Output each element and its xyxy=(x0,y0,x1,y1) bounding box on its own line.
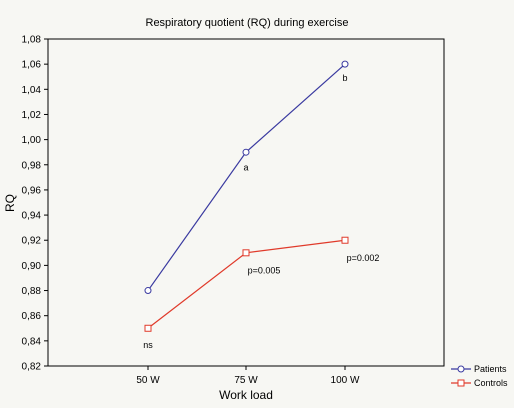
series-markers xyxy=(144,60,349,332)
data-point-controls xyxy=(341,236,349,244)
legend-label: Patients xyxy=(474,364,507,374)
x-axis: 50 W 75 W 100 W xyxy=(136,366,360,386)
x-tick-label: 50 W xyxy=(136,375,160,386)
series-line-patients xyxy=(147,63,346,291)
legend-marker xyxy=(457,365,465,373)
data-point-controls xyxy=(242,249,250,257)
y-tick-label: 0,96 xyxy=(22,185,42,196)
series-lines xyxy=(147,63,346,329)
y-axis: 0,82 0,84 0,86 0,88 0,90 0,92 0,94 0,96 0,98 1,00… xyxy=(22,35,48,373)
annotation-label: p=0.005 xyxy=(248,266,281,276)
data-point-patients xyxy=(144,287,152,295)
x-tick-label: 100 W xyxy=(331,375,360,386)
legend: Patients Controls xyxy=(451,364,508,388)
y-tick-label: 0,92 xyxy=(22,236,42,247)
y-tick-label: 1,08 xyxy=(22,35,42,46)
y-tick-label: 1,02 xyxy=(22,110,42,121)
annotation-label: p=0.002 xyxy=(347,253,380,263)
annotation-label: b xyxy=(342,73,347,83)
y-tick-label: 0,84 xyxy=(22,336,42,347)
data-point-patients xyxy=(242,148,250,156)
y-tick-label: 1,00 xyxy=(22,135,42,146)
annotation-label: a xyxy=(243,162,248,172)
y-tick-label: 0,98 xyxy=(22,160,42,171)
legend-marker xyxy=(457,379,465,387)
y-tick-label: 0,94 xyxy=(22,211,42,222)
x-tick-label: 75 W xyxy=(234,375,258,386)
y-tick-label: 0,86 xyxy=(22,311,42,322)
data-point-patients xyxy=(341,60,349,68)
data-point-controls xyxy=(144,324,152,332)
legend-label: Controls xyxy=(474,378,508,388)
plot-frame xyxy=(47,38,445,367)
chart-title: Respiratory quotient (RQ) during exercis… xyxy=(146,17,349,29)
y-tick-label: 0,88 xyxy=(22,286,42,297)
y-tick-label: 1,06 xyxy=(22,60,42,71)
x-axis-label: Work load xyxy=(219,388,273,402)
y-tick-label: 0,82 xyxy=(22,362,42,373)
y-axis-label: RQ xyxy=(3,194,17,212)
annotations: ns a b p=0.005 p=0.002 xyxy=(143,73,379,350)
y-tick-label: 0,90 xyxy=(22,261,42,272)
annotation-label: ns xyxy=(143,340,153,350)
y-tick-label: 1,04 xyxy=(22,85,42,96)
